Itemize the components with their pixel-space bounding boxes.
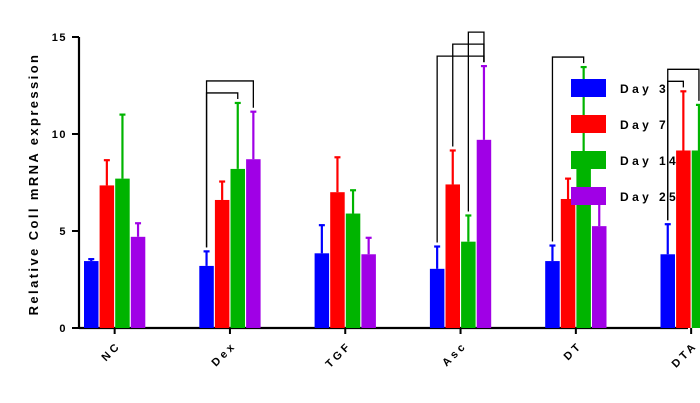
bar [476,139,492,328]
bar [345,213,361,328]
bar [115,178,130,328]
legend-label: Day 7 [620,118,669,132]
bar [230,168,245,328]
bar [199,265,214,328]
bar [99,185,115,328]
bar [246,159,261,328]
y-ticks: 0 5 10 15 [52,32,79,335]
y-tick-label: 5 [59,226,67,238]
bar [691,150,700,328]
y-tick-label: 10 [52,129,67,141]
x-tick-label: TGF [324,340,355,371]
significance-bracket [551,56,585,242]
significance-bracket [667,68,700,221]
x-tick-label: DT [562,340,585,363]
bar [429,268,445,328]
x-tick-label: Asc [440,340,470,370]
bar [214,199,230,328]
bars [84,139,700,328]
bar [330,192,345,328]
bar [592,226,607,328]
bar [545,261,560,328]
x-tick-label: DTA [670,340,700,371]
legend-label: Day 25 [620,190,679,204]
x-tick-label: Dex [210,340,240,370]
legend-swatch [571,151,606,169]
legend-swatch [571,79,606,97]
y-axis-label: Relative Coll mRNA expression [26,53,41,316]
error-bars [88,64,700,269]
bar [660,254,675,328]
bar [361,254,376,328]
legend-swatch [571,187,606,205]
bar [676,150,691,328]
bar [576,157,591,328]
legend-label: Day 3 [620,82,669,96]
bar [560,198,576,328]
legend-swatch [571,115,606,133]
x-tick-label: NC [100,340,124,364]
significance-bracket [205,80,255,248]
bar [445,184,460,328]
bar [461,241,476,328]
significance-bracket [467,31,485,212]
y-tick-label: 15 [52,32,67,44]
x-ticks: NC Dex TGF Asc DT DTA [100,328,700,370]
bar [84,261,99,328]
legend-label: Day 14 [620,154,679,168]
bar [314,253,330,328]
bar [130,236,146,328]
legend: Day 3 Day 7 Day 14 Day 25 [571,79,679,205]
significance-brackets [205,31,700,248]
y-tick-label: 0 [59,323,67,335]
